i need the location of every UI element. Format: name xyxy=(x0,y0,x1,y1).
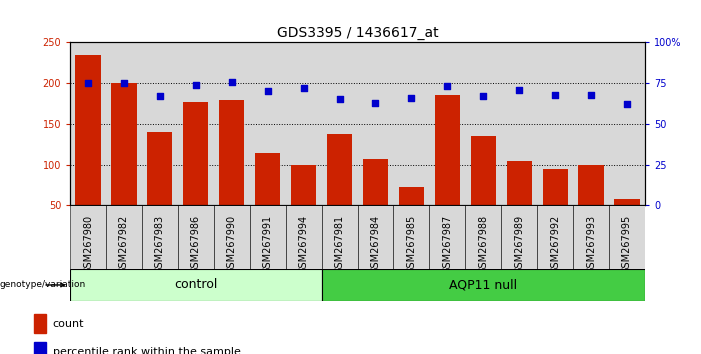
Text: GSM267981: GSM267981 xyxy=(334,215,345,274)
Bar xyxy=(358,42,393,205)
Bar xyxy=(291,165,316,246)
Point xyxy=(406,95,417,101)
Bar xyxy=(470,136,496,246)
Bar xyxy=(142,42,178,205)
Bar xyxy=(214,42,250,205)
Point xyxy=(190,82,201,88)
Bar xyxy=(609,205,645,269)
Bar xyxy=(106,205,142,269)
Text: GSM267989: GSM267989 xyxy=(514,215,524,274)
Text: GSM267991: GSM267991 xyxy=(263,215,273,274)
Bar xyxy=(34,314,46,333)
Text: count: count xyxy=(53,319,84,329)
Bar xyxy=(465,42,501,205)
Bar xyxy=(178,205,214,269)
Bar xyxy=(106,42,142,205)
Bar xyxy=(214,205,250,269)
Text: genotype/variation: genotype/variation xyxy=(0,280,86,290)
Bar xyxy=(573,42,609,205)
Point xyxy=(226,79,238,84)
Point xyxy=(262,88,273,94)
Text: GSM267995: GSM267995 xyxy=(622,215,632,274)
Text: GSM267988: GSM267988 xyxy=(478,215,489,274)
Bar xyxy=(399,187,424,246)
Point xyxy=(550,92,561,97)
Text: GSM267982: GSM267982 xyxy=(119,215,129,274)
Bar xyxy=(255,153,280,246)
Bar xyxy=(435,95,460,246)
Bar xyxy=(147,132,172,246)
Text: GSM267990: GSM267990 xyxy=(226,215,237,274)
Bar xyxy=(219,100,245,246)
Text: control: control xyxy=(174,279,217,291)
Bar xyxy=(250,205,286,269)
Text: GSM267984: GSM267984 xyxy=(370,215,381,274)
Bar xyxy=(537,205,573,269)
Bar xyxy=(322,205,358,269)
Bar xyxy=(465,205,501,269)
Text: GSM267985: GSM267985 xyxy=(407,215,416,274)
Bar xyxy=(286,42,322,205)
Text: GSM267993: GSM267993 xyxy=(586,215,596,274)
Bar xyxy=(70,42,106,205)
Bar xyxy=(573,205,609,269)
Title: GDS3395 / 1436617_at: GDS3395 / 1436617_at xyxy=(277,26,438,40)
Point xyxy=(154,93,165,99)
Point xyxy=(118,80,130,86)
Point xyxy=(585,92,597,97)
Bar xyxy=(543,169,568,246)
Point xyxy=(442,84,453,89)
Text: GSM267992: GSM267992 xyxy=(550,215,560,274)
Bar xyxy=(501,205,537,269)
Bar xyxy=(507,161,532,246)
Text: AQP11 null: AQP11 null xyxy=(449,279,517,291)
Bar xyxy=(250,42,286,205)
Point xyxy=(83,80,94,86)
Text: GSM267994: GSM267994 xyxy=(299,215,308,274)
Bar xyxy=(537,42,573,205)
Bar xyxy=(183,102,208,246)
Bar xyxy=(111,83,137,246)
Bar xyxy=(70,205,106,269)
Bar xyxy=(34,342,46,354)
Point xyxy=(370,100,381,105)
Bar xyxy=(142,205,178,269)
Bar xyxy=(322,269,645,301)
Text: GSM267987: GSM267987 xyxy=(442,215,452,274)
Bar xyxy=(393,205,429,269)
Bar xyxy=(430,42,465,205)
Point xyxy=(477,93,489,99)
Bar xyxy=(430,205,465,269)
Point xyxy=(298,85,309,91)
Bar xyxy=(322,42,358,205)
Point xyxy=(514,87,525,92)
Bar xyxy=(76,55,101,246)
Bar xyxy=(614,199,639,246)
Point xyxy=(621,102,632,107)
Text: GSM267980: GSM267980 xyxy=(83,215,93,274)
Text: GSM267986: GSM267986 xyxy=(191,215,201,274)
Bar xyxy=(327,134,352,246)
Bar xyxy=(363,159,388,246)
Bar xyxy=(70,269,322,301)
Bar xyxy=(609,42,645,205)
Bar xyxy=(178,42,214,205)
Bar xyxy=(358,205,393,269)
Text: GSM267983: GSM267983 xyxy=(155,215,165,274)
Point xyxy=(334,97,345,102)
Bar xyxy=(578,165,604,246)
Bar xyxy=(501,42,537,205)
Bar xyxy=(286,205,322,269)
Bar xyxy=(393,42,429,205)
Text: percentile rank within the sample: percentile rank within the sample xyxy=(53,347,240,354)
